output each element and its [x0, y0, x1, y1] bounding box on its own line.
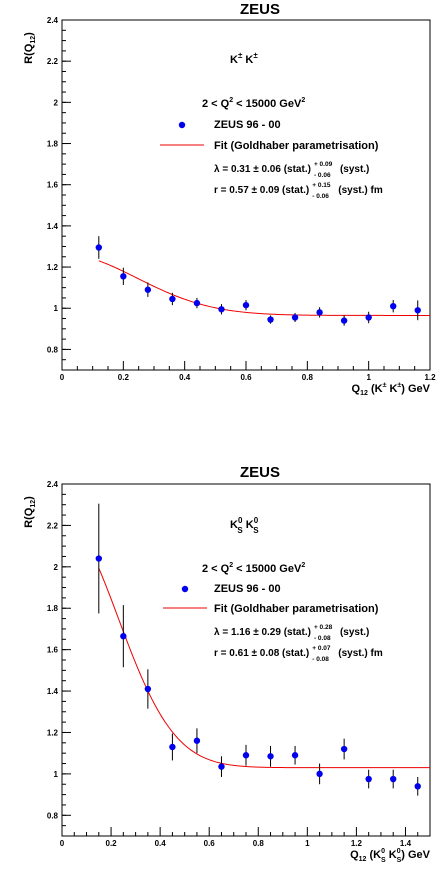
legend-data-marker — [178, 121, 186, 129]
x-tick-label: 0.4 — [155, 839, 167, 848]
y-tick-label: 1.4 — [47, 687, 59, 696]
plot-frame — [61, 483, 431, 837]
x-tick-label: 0.8 — [253, 839, 265, 848]
lambda-result-syst-minus: - 0.06 — [314, 172, 331, 179]
data-point — [414, 783, 421, 790]
legend-fit-label: Fit (Goldhaber parametrisation) — [214, 603, 379, 615]
x-tick-label: 0.6 — [240, 373, 252, 382]
chart-title: ZEUS — [240, 1, 280, 18]
data-point — [144, 685, 152, 693]
x-tick-label: 0.8 — [302, 373, 314, 382]
y-tick-label: 1 — [54, 304, 59, 313]
data-point — [390, 775, 397, 783]
y-tick-label: 1.4 — [47, 222, 59, 231]
data-point — [218, 306, 225, 313]
y-tick-label: 2.2 — [47, 57, 59, 66]
y-tick-label: 0.8 — [47, 811, 59, 820]
x-tick-label: 1.2 — [351, 839, 363, 848]
r-result-syst-plus: + 0.15 — [312, 182, 331, 189]
chart-title: ZEUS — [240, 464, 280, 481]
y-tick-label: 1.8 — [47, 140, 59, 149]
legend-data-label: ZEUS 96 - 00 — [214, 119, 281, 131]
r-result: r = 0.57 ± 0.09 (stat.) — [214, 185, 309, 196]
data-point — [120, 632, 127, 640]
lambda-result-syst-plus: + 0.09 — [314, 161, 333, 168]
data-point — [169, 743, 176, 751]
data-point — [95, 244, 103, 251]
particle-label: K± K± — [230, 51, 258, 66]
data-point — [316, 770, 323, 778]
data-point — [169, 295, 176, 303]
lambda-result-syst-label: (syst.) — [340, 164, 369, 175]
data-point — [144, 286, 152, 293]
r-result-syst-minus: - 0.08 — [312, 656, 329, 663]
x-axis-label: Q12 (K0 S K0 S) GeV — [350, 848, 431, 864]
y-tick-label: 1.8 — [47, 604, 59, 613]
legend-data-label: ZEUS 96 - 00 — [214, 583, 281, 595]
r-result-syst-plus: + 0.07 — [312, 645, 331, 652]
data-point — [242, 752, 250, 759]
y-axis-label: R(Q12) — [23, 496, 37, 528]
y-tick-label: 2 — [54, 563, 59, 572]
data-point — [316, 309, 323, 316]
r-result-syst-label: (syst.) fm — [338, 648, 383, 659]
lambda-result-syst-label: (syst.) — [340, 627, 369, 638]
data-point — [218, 763, 225, 770]
x-tick-label: 1 — [305, 839, 310, 848]
y-tick-label: 0.8 — [47, 345, 59, 354]
x-tick-label: 0.4 — [179, 373, 191, 382]
lambda-result: λ = 1.16 ± 0.29 (stat.) — [214, 627, 311, 638]
x-tick-label: 0 — [60, 373, 65, 382]
lambda-result: λ = 0.31 ± 0.06 (stat.) — [214, 164, 311, 175]
x-tick-label: 0 — [60, 839, 65, 848]
fit-curve — [98, 260, 430, 316]
x-tick-label: 0.2 — [106, 839, 118, 848]
r-result-syst-minus: - 0.06 — [312, 193, 329, 200]
data-point — [365, 775, 372, 783]
x-tick-label: 1 — [366, 373, 371, 382]
y-tick-label: 2.2 — [47, 521, 59, 530]
x-tick-label: 1.2 — [424, 373, 436, 382]
data-point — [95, 555, 103, 562]
legend-data-marker — [181, 585, 189, 593]
y-tick-label: 1.2 — [47, 728, 59, 737]
y-tick-label: 1.6 — [47, 181, 59, 190]
y-tick-label: 1.2 — [47, 263, 59, 272]
data-point — [120, 273, 127, 280]
data-point — [267, 753, 274, 760]
data-point — [414, 307, 421, 314]
y-axis-label: R(Q12) — [23, 32, 37, 64]
chart-panel-1: ZEUS 0 0.2 0.4 0.6 0.8 1 1.2 0.8 1 1.2 1.4 1.6 1.8 2 2.… — [23, 1, 436, 397]
legend-fit-label: Fit (Goldhaber parametrisation) — [214, 140, 379, 152]
kinematic-range: 2 < Q2 < 15000 GeV2 — [202, 97, 305, 110]
y-tick-label: 2.4 — [47, 480, 59, 489]
y-tick-label: 1 — [54, 770, 59, 779]
chart-panel-2: ZEUS 0 0.2 0.4 0.6 0.8 1 1.2 1.4 0.8 1 1.2 1.4 1.6 1.8… — [23, 464, 431, 864]
data-point — [390, 302, 397, 310]
y-tick-label: 1.6 — [47, 646, 59, 655]
fit-curve — [98, 567, 430, 769]
particle-label: K0 S K0 S — [230, 516, 259, 535]
y-tick-label: 2.4 — [47, 16, 59, 25]
lambda-result-syst-plus: + 0.28 — [314, 624, 333, 631]
lambda-result-syst-minus: - 0.08 — [314, 635, 331, 642]
y-tick-label: 2 — [54, 98, 59, 107]
r-result-syst-label: (syst.) fm — [338, 185, 383, 196]
data-point — [267, 316, 274, 323]
x-tick-label: 0.2 — [118, 373, 130, 382]
x-tick-label: 1.4 — [400, 839, 412, 848]
data-point — [365, 314, 372, 321]
data-point — [340, 745, 348, 753]
data-point — [193, 299, 201, 307]
data-point — [291, 752, 299, 759]
r-result: r = 0.61 ± 0.08 (stat.) — [214, 648, 309, 659]
kinematic-range: 2 < Q2 < 15000 GeV2 — [202, 562, 305, 575]
data-point — [340, 317, 348, 324]
data-point — [193, 737, 201, 744]
data-point — [291, 314, 299, 321]
x-tick-label: 0.6 — [204, 839, 216, 848]
x-axis-label: Q12 (K± K±) GeV — [352, 382, 431, 397]
data-point — [242, 301, 250, 309]
